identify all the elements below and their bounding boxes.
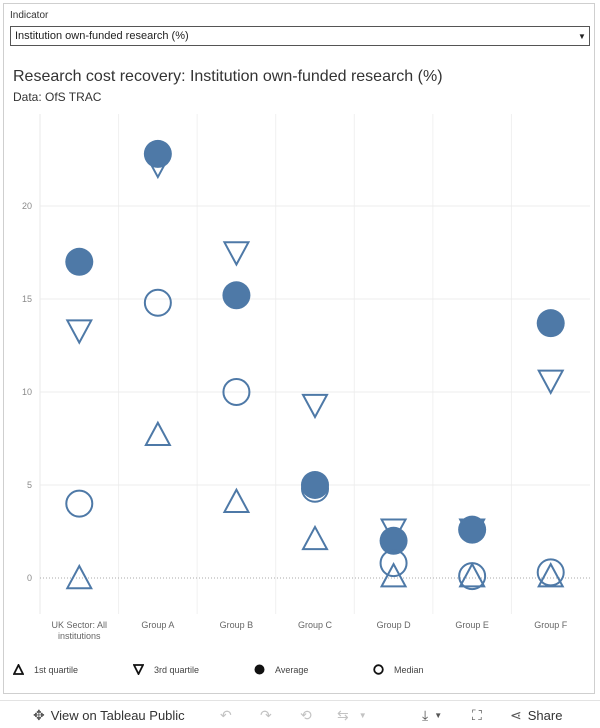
x-category-label: Group D xyxy=(377,620,412,630)
fullscreen-icon: ⛶ xyxy=(472,706,482,723)
pause-icon: ⇆ xyxy=(337,706,349,723)
first-quartile-marker xyxy=(458,562,486,588)
average-marker xyxy=(379,526,408,555)
average-marker xyxy=(222,281,251,310)
x-category-label: UK Sector: All xyxy=(52,620,108,630)
third-quartile-marker xyxy=(222,241,251,267)
dropdown-arrow-icon[interactable]: ▼ xyxy=(578,31,586,41)
x-category-label: institutions xyxy=(58,631,101,641)
revert-icon: ⟲ xyxy=(300,706,312,723)
circle-filled-icon xyxy=(254,664,265,675)
share-icon: ⋖ xyxy=(510,706,522,723)
chevron-down-icon: ▼ xyxy=(434,710,443,720)
median-marker xyxy=(65,489,94,518)
third-quartile-marker xyxy=(537,369,565,395)
median-marker xyxy=(379,549,408,578)
median-marker xyxy=(143,288,172,317)
median-marker xyxy=(458,562,487,591)
chart-subtitle: Data: OfS TRAC xyxy=(13,90,102,104)
indicator-dropdown-value: Institution own-funded research (%) xyxy=(15,30,189,42)
fullscreen-button[interactable]: ⛶ xyxy=(472,705,482,725)
x-category-label: Group E xyxy=(455,620,489,630)
y-tick-label: 15 xyxy=(22,294,32,304)
legend-item-median[interactable]: Median xyxy=(373,664,424,675)
undo-icon: ↶ xyxy=(220,706,232,723)
y-tick-label: 0 xyxy=(27,573,32,583)
first-quartile-marker xyxy=(144,420,172,446)
median-marker xyxy=(222,378,251,406)
legend-label: 3rd quartile xyxy=(154,664,200,675)
circle-outline-icon xyxy=(373,664,384,675)
y-tick-label: 5 xyxy=(27,480,32,490)
median-marker xyxy=(301,474,329,503)
x-category-label: Group B xyxy=(220,620,254,630)
triangle-up-icon xyxy=(13,664,24,675)
revert-button[interactable]: ⟲ xyxy=(300,705,312,725)
third-quartile-marker xyxy=(65,319,93,345)
x-category-label: Group C xyxy=(298,620,333,630)
chart-legend: 1st quartile 3rd quartile Average Median xyxy=(0,664,600,684)
download-button[interactable]: ⤓ ▼ xyxy=(422,705,442,725)
legend-item-1st-quartile[interactable]: 1st quartile xyxy=(13,664,78,675)
chart-title: Research cost recovery: Institution own-… xyxy=(13,68,443,85)
triangle-down-icon xyxy=(133,664,144,675)
average-marker xyxy=(536,309,565,338)
y-tick-label: 20 xyxy=(22,201,32,211)
legend-label: Average xyxy=(275,664,309,675)
redo-button[interactable]: ↷ xyxy=(260,705,272,725)
chevron-down-icon: ▼ xyxy=(358,710,367,720)
legend-item-3rd-quartile[interactable]: 3rd quartile xyxy=(133,664,199,675)
y-tick-label: 10 xyxy=(22,387,32,397)
average-marker xyxy=(143,139,172,168)
pause-button[interactable]: ⇆ ▼ xyxy=(337,705,367,725)
average-marker xyxy=(458,515,487,544)
view-on-tableau-label: View on Tableau Public xyxy=(50,707,185,723)
legend-label: 1st quartile xyxy=(34,664,79,675)
indicator-dropdown[interactable]: Institution own-funded research (%) ▼ xyxy=(10,26,590,46)
undo-button[interactable]: ↶ xyxy=(220,705,232,725)
first-quartile-marker xyxy=(301,524,329,551)
first-quartile-marker xyxy=(65,563,93,590)
view-on-tableau-button[interactable]: ✥ View on Tableau Public xyxy=(33,705,185,725)
x-category-label: Group A xyxy=(141,620,174,630)
share-button[interactable]: ⋖ Share xyxy=(510,705,562,725)
indicator-filter-label: Indicator xyxy=(10,10,49,21)
dashboard-frame xyxy=(3,3,595,694)
download-icon: ⤓ xyxy=(422,706,429,723)
x-category-label: Group F xyxy=(534,620,568,630)
legend-label: Median xyxy=(394,664,424,675)
median-marker xyxy=(536,558,565,587)
first-quartile-marker xyxy=(222,487,251,513)
tableau-toolbar: ✥ View on Tableau Public ↶ ↷ ⟲ ⇆ ▼ ⤓ ▼ ⛶ ⋖… xyxy=(0,700,600,728)
share-label: Share xyxy=(527,707,563,723)
legend-item-average[interactable]: Average xyxy=(254,664,308,675)
average-marker xyxy=(65,247,94,276)
tableau-logo-icon: ✥ xyxy=(33,706,45,723)
redo-icon: ↷ xyxy=(260,706,272,723)
third-quartile-marker xyxy=(301,393,329,420)
